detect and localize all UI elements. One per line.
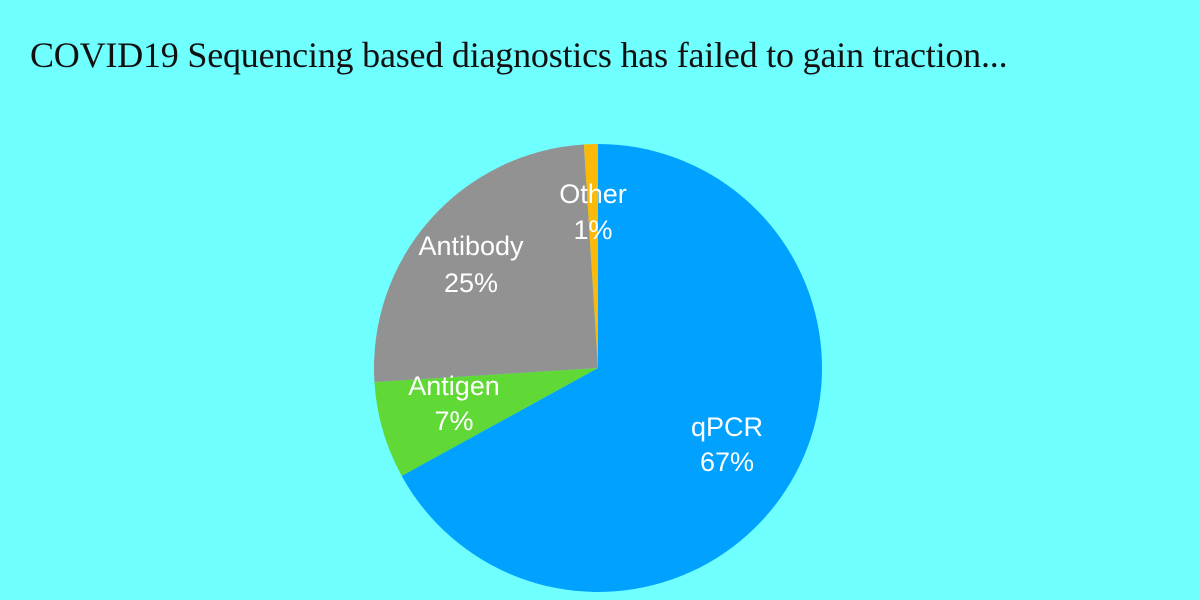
page-title: COVID19 Sequencing based diagnostics has…: [30, 35, 1008, 75]
pie-slice-antigen: [374, 368, 598, 476]
slice-label-other: Other: [559, 179, 627, 209]
pie-slice-other: [583, 144, 598, 368]
slice-label-qpcr: qPCR: [691, 412, 763, 442]
pie-slice-qpcr: [401, 144, 823, 593]
slice-value-label-other: 1%: [573, 215, 612, 245]
slice-label-antibody: Antibody: [418, 231, 524, 261]
pie-slices: [373, 144, 823, 593]
slice-value-label-antibody: 25%: [444, 268, 498, 298]
slice-label-antigen: Antigen: [408, 371, 500, 401]
pie-slice-antibody: [373, 144, 598, 383]
slice-value-label-qpcr: 67%: [700, 447, 754, 477]
slice-value-label-antigen: 7%: [434, 406, 473, 436]
pie-labels: qPCR 67% Antigen 7% Antibody 25% Other 1%: [408, 179, 763, 477]
